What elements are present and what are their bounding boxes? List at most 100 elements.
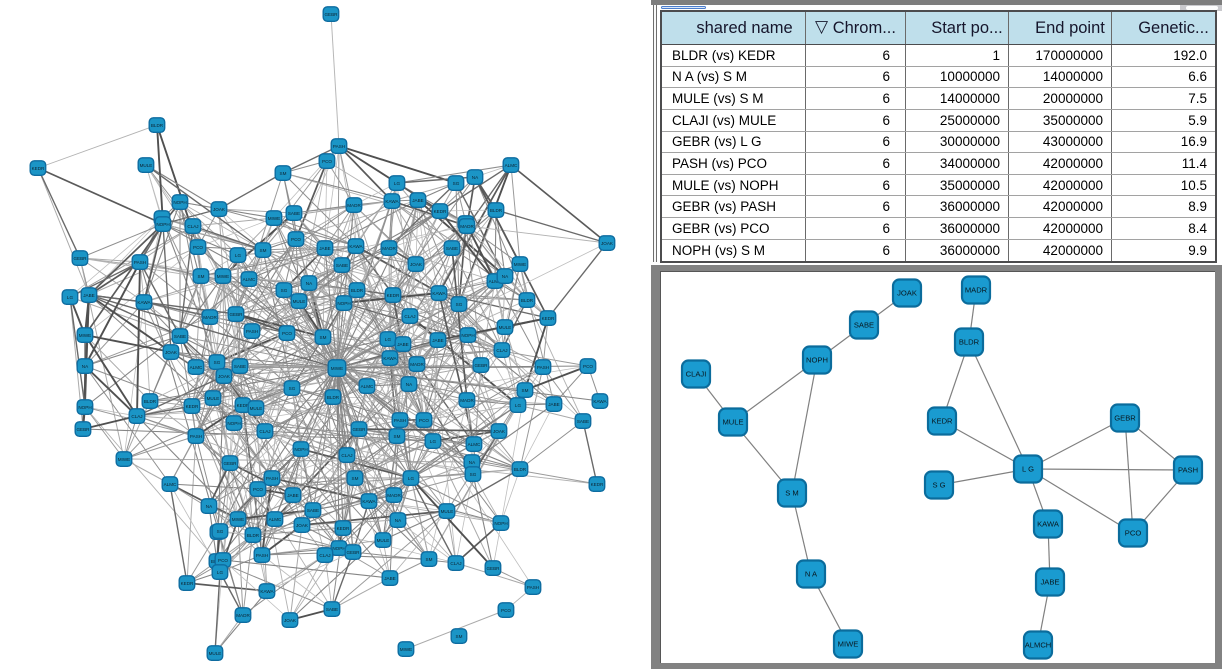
svg-text:MADR: MADR	[382, 246, 396, 251]
svg-text:NA: NA	[469, 460, 476, 465]
svg-text:PASH: PASH	[1178, 466, 1198, 475]
svg-text:PCO: PCO	[322, 159, 332, 164]
svg-text:PASH: PASH	[190, 434, 202, 439]
svg-text:SM: SM	[352, 476, 359, 481]
svg-text:JABE: JABE	[83, 293, 95, 298]
svg-text:PCO: PCO	[419, 418, 429, 423]
svg-text:PASH: PASH	[333, 144, 345, 149]
svg-text:SABE: SABE	[336, 263, 348, 268]
svg-text:PCO: PCO	[218, 558, 228, 563]
svg-text:NOPH: NOPH	[78, 405, 91, 410]
svg-text:PASH: PASH	[134, 260, 146, 265]
svg-text:SG: SG	[217, 529, 224, 534]
svg-text:MULE: MULE	[377, 538, 390, 543]
svg-text:MULE: MULE	[250, 406, 263, 411]
svg-text:BLDR: BLDR	[351, 288, 364, 293]
svg-text:CLAJ: CLAJ	[259, 429, 270, 434]
svg-text:BLDR: BLDR	[959, 338, 980, 347]
svg-text:SM: SM	[280, 171, 287, 176]
svg-text:JABE: JABE	[319, 246, 331, 251]
svg-text:NOPH: NOPH	[173, 200, 186, 205]
svg-text:GEBR: GEBR	[223, 461, 237, 466]
svg-text:MIWE: MIWE	[400, 647, 413, 652]
svg-text:NOPH: NOPH	[494, 521, 507, 526]
svg-text:KAWA: KAWA	[1037, 520, 1060, 529]
svg-text:SABE: SABE	[307, 508, 319, 513]
svg-text:CLAJI: CLAJI	[686, 370, 707, 379]
svg-text:NOPH: NOPH	[227, 421, 240, 426]
svg-text:BLDR: BLDR	[514, 467, 527, 472]
svg-text:JABE: JABE	[384, 576, 396, 581]
svg-text:N A: N A	[805, 570, 818, 579]
svg-text:JABE: JABE	[412, 198, 424, 203]
svg-text:GEBR: GEBR	[1114, 414, 1136, 423]
svg-text:PCO: PCO	[253, 487, 263, 492]
svg-text:KEDR: KEDR	[337, 526, 350, 531]
svg-text:KEDR: KEDR	[591, 482, 604, 487]
svg-text:ALMC: ALMC	[505, 163, 518, 168]
svg-text:LG: LG	[217, 570, 224, 575]
svg-text:ALMC: ALMC	[468, 442, 481, 447]
svg-text:NOPH: NOPH	[332, 546, 345, 551]
svg-text:NOPH: NOPH	[294, 447, 307, 452]
svg-text:MULE: MULE	[499, 325, 512, 330]
svg-text:KEDR: KEDR	[542, 316, 555, 321]
svg-text:MADR: MADR	[236, 613, 250, 618]
svg-text:SABE: SABE	[234, 364, 246, 369]
svg-text:SABE: SABE	[174, 334, 186, 339]
svg-text:NOPH: NOPH	[337, 301, 350, 306]
svg-text:KEDR: KEDR	[186, 404, 199, 409]
svg-text:JABE: JABE	[548, 402, 560, 407]
svg-text:CLAJ: CLAJ	[341, 453, 352, 458]
svg-text:MADR: MADR	[387, 493, 401, 498]
svg-text:ALMC: ALMC	[361, 384, 374, 389]
svg-text:MIWE: MIWE	[514, 262, 527, 267]
svg-text:PCO: PCO	[291, 237, 301, 242]
svg-text:MADR: MADR	[347, 203, 361, 208]
svg-text:MULE: MULE	[722, 418, 743, 427]
svg-text:JOAK: JOAK	[165, 350, 178, 355]
svg-text:KEDR: KEDR	[237, 403, 250, 408]
svg-text:BLDR: BLDR	[521, 298, 534, 303]
svg-text:SG: SG	[470, 472, 477, 477]
svg-text:PCO: PCO	[193, 245, 203, 250]
svg-text:JABE: JABE	[432, 338, 444, 343]
svg-text:JOAK: JOAK	[213, 207, 226, 212]
svg-text:KAWA: KAWA	[362, 499, 376, 504]
svg-text:ALMC: ALMC	[164, 482, 177, 487]
svg-text:NOPH: NOPH	[156, 222, 169, 227]
svg-text:CLAJ: CLAJ	[131, 414, 142, 419]
svg-text:SG: SG	[214, 360, 221, 365]
svg-text:KEDR: KEDR	[931, 417, 953, 426]
svg-text:GEBR: GEBR	[346, 550, 360, 555]
svg-text:LG: LG	[408, 476, 415, 481]
svg-text:GEBR: GEBR	[324, 12, 338, 17]
svg-text:LG: LG	[430, 439, 437, 444]
svg-text:JABE: JABE	[287, 493, 299, 498]
svg-text:SM: SM	[456, 634, 463, 639]
svg-text:SG: SG	[281, 288, 288, 293]
svg-text:MIWE: MIWE	[331, 366, 344, 371]
svg-text:GEBR: GEBR	[486, 566, 500, 571]
svg-text:NA: NA	[306, 281, 313, 286]
svg-text:SM: SM	[522, 388, 529, 393]
svg-text:NA: NA	[472, 175, 479, 180]
svg-text:BLDR: BLDR	[247, 533, 260, 538]
svg-text:L G: L G	[1022, 465, 1034, 474]
svg-text:S G: S G	[932, 481, 945, 490]
svg-text:LG: LG	[67, 295, 74, 300]
svg-text:MIWE: MIWE	[79, 333, 92, 338]
svg-text:SM: SM	[260, 248, 267, 253]
svg-text:KEDR: KEDR	[32, 166, 45, 171]
svg-text:KAWA: KAWA	[137, 300, 151, 305]
svg-text:MIWE: MIWE	[268, 216, 281, 221]
svg-text:KAWA: KAWA	[385, 199, 399, 204]
svg-text:KAWA: KAWA	[432, 291, 446, 296]
svg-text:JOAK: JOAK	[296, 523, 309, 528]
svg-text:KEDR: KEDR	[181, 581, 194, 586]
svg-text:JOAK: JOAK	[493, 429, 506, 434]
svg-text:GEBR: GEBR	[352, 427, 366, 432]
svg-text:PCO: PCO	[282, 331, 292, 336]
svg-text:PCO: PCO	[1125, 529, 1142, 538]
svg-text:KAWA: KAWA	[383, 356, 397, 361]
